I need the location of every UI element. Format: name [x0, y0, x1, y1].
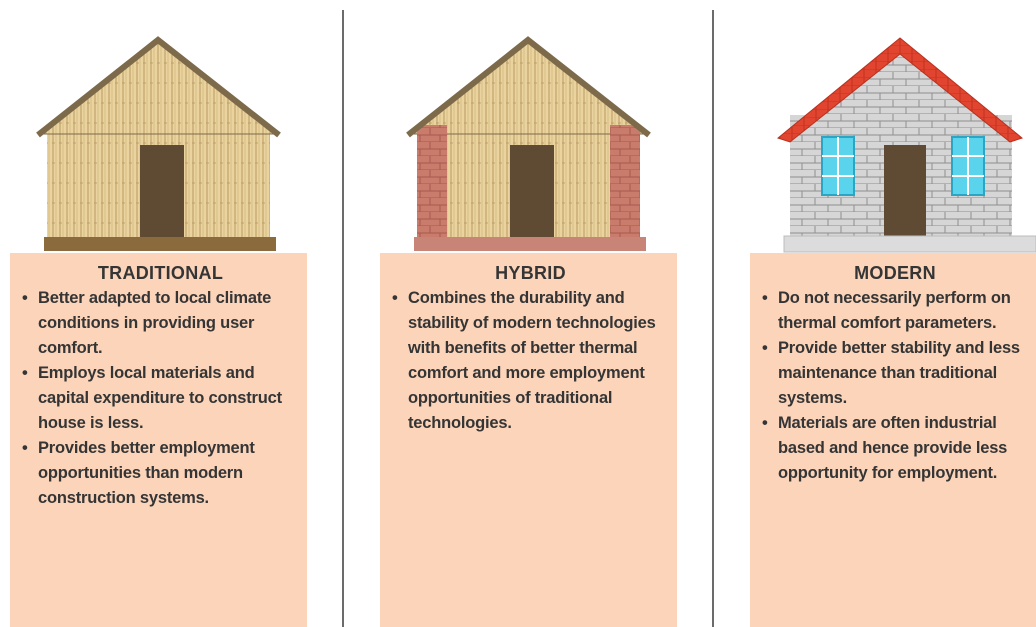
house-modern: [750, 30, 1036, 255]
column: MODERN Do not necessarily perform on the…: [750, 0, 1036, 627]
column-title: MODERN: [760, 263, 1030, 284]
text-box: TRADITIONAL Better adapted to local clim…: [10, 253, 307, 627]
bullet-item: Better adapted to local climate conditio…: [20, 286, 301, 361]
bullet-item: Employs local materials and capital expe…: [20, 361, 301, 436]
text-box: HYBRID Combines the durability and stabi…: [380, 253, 677, 627]
bullet-list: Do not necessarily perform on thermal co…: [760, 286, 1030, 486]
bullet-list: Combines the durability and stability of…: [390, 286, 671, 436]
page: {"columns": [ {"title": "TRADITIONAL", "…: [0, 0, 1036, 627]
column: TRADITIONAL Better adapted to local clim…: [10, 0, 307, 627]
text-box: MODERN Do not necessarily perform on the…: [750, 253, 1036, 627]
house-hybrid: [380, 30, 677, 255]
bullet-item: Materials are often industrial based and…: [760, 411, 1030, 486]
column-title: HYBRID: [390, 263, 671, 284]
house-traditional: [10, 30, 307, 255]
bullet-item: Combines the durability and stability of…: [390, 286, 671, 436]
divider: [712, 10, 714, 627]
bullet-item: Do not necessarily perform on thermal co…: [760, 286, 1030, 336]
bullet-item: Provides better employment opportunities…: [20, 436, 301, 511]
bullet-item: Provide better stability and less mainte…: [760, 336, 1030, 411]
bullet-list: Better adapted to local climate conditio…: [20, 286, 301, 511]
column: HYBRID Combines the durability and stabi…: [380, 0, 677, 627]
divider: [342, 10, 344, 627]
column-title: TRADITIONAL: [20, 263, 301, 284]
